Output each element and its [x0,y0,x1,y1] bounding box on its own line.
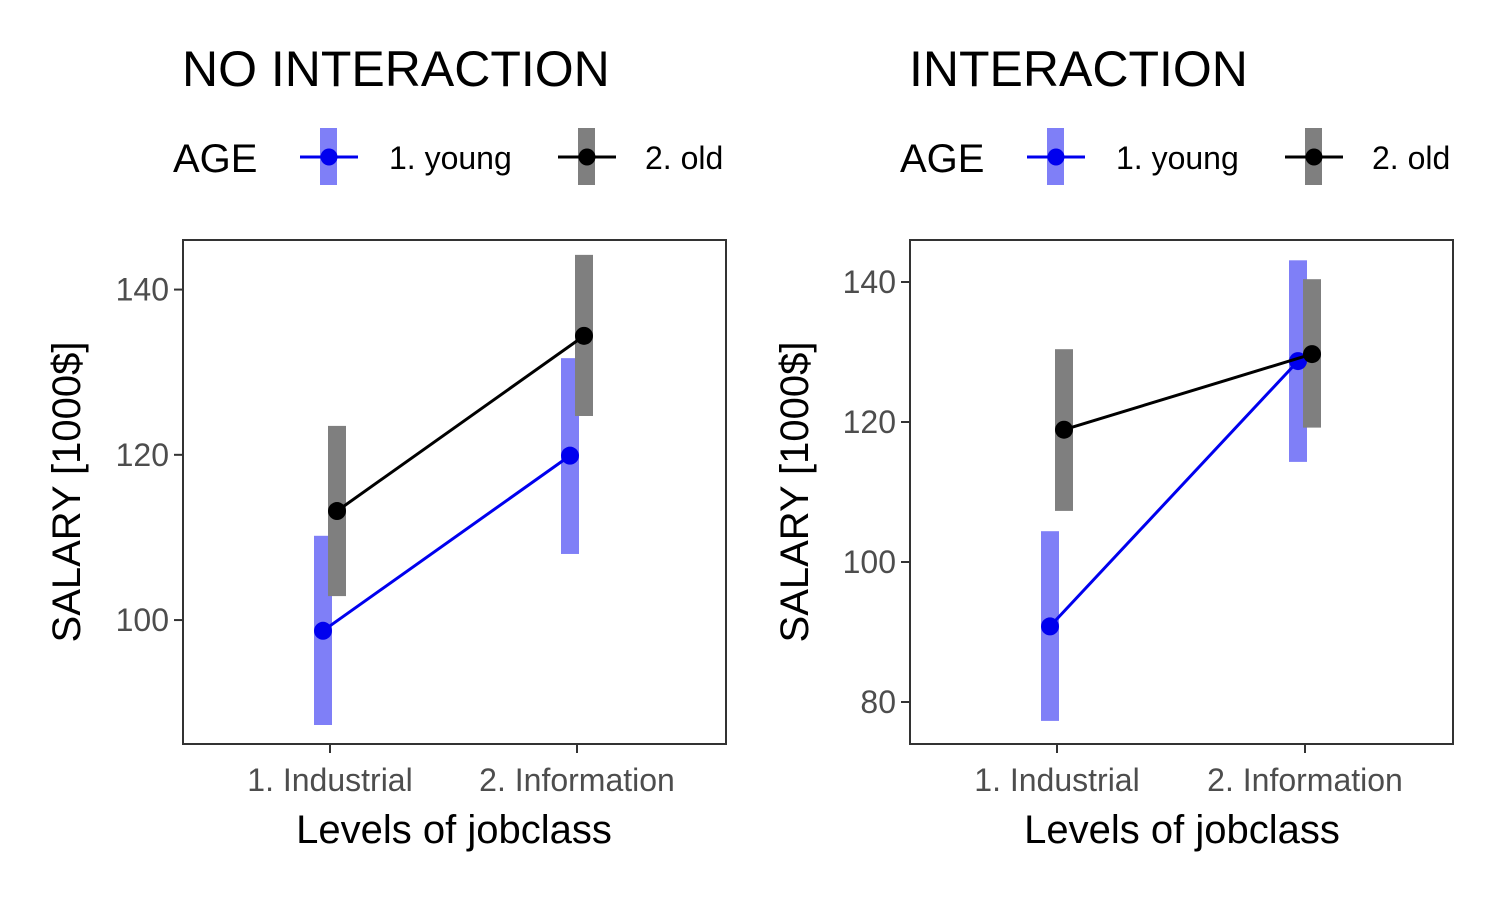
legend-key-point [1047,148,1065,166]
legend-key-point [578,148,596,166]
x-axis-title: Levels of jobclass [296,808,612,852]
chart-title: NO INTERACTION [182,41,610,97]
x-axis-title: Levels of jobclass [1024,808,1340,852]
plot-border [182,239,727,745]
data-point [561,446,579,465]
y-tick-label: 120 [116,437,169,473]
series-line [336,334,585,513]
legend-key-point [1305,148,1323,166]
chart-panel-no-interaction: NO INTERACTION AGE 1. young 2. old 1. In… [45,41,727,852]
legend-label-old: 2. old [645,140,723,176]
legend-key-young [300,128,358,185]
legend-label-old: 2. old [1372,140,1450,176]
plot-area: 80 100 120 140 [843,239,1454,753]
legend-title: AGE [173,137,257,181]
x-tick-label: 2. Information [479,762,675,798]
plot-area: 100 120 140 [116,239,727,753]
chart-title: INTERACTION [909,41,1248,97]
y-tick-label: 120 [843,404,896,440]
y-tick-label: 100 [843,544,896,580]
x-tick-label: 2. Information [1207,762,1403,798]
y-axis-title: SALARY [1000$] [773,342,817,643]
series-line [1048,360,1300,628]
y-tick-label: 140 [116,272,169,308]
x-tick-label: 1. Industrial [974,762,1139,798]
series-line [322,454,571,633]
legend-key-old [1285,128,1343,185]
data-point [1041,617,1059,636]
series-line [1063,352,1313,432]
legend-key-point [320,148,338,166]
legend-title: AGE [900,137,984,181]
data-point [314,621,332,640]
data-point [1303,345,1321,364]
plot-border [909,239,1454,745]
data-point [1055,420,1073,439]
legend-key-old [558,128,616,185]
y-tick-label: 100 [116,602,169,638]
x-tick-label: 1. Industrial [247,762,412,798]
legend-key-young [1027,128,1085,185]
legend: AGE 1. young 2. old [900,128,1450,185]
data-point [575,326,593,345]
y-axis-title: SALARY [1000$] [45,342,89,643]
chart-panel-interaction: INTERACTION AGE 1. young 2. old 1. Indus… [773,41,1454,852]
y-tick-label: 140 [843,264,896,300]
legend-label-young: 1. young [1116,140,1239,176]
y-tick-label: 80 [860,684,896,720]
legend: AGE 1. young 2. old [173,128,723,185]
legend-label-young: 1. young [389,140,512,176]
data-point [328,502,346,521]
